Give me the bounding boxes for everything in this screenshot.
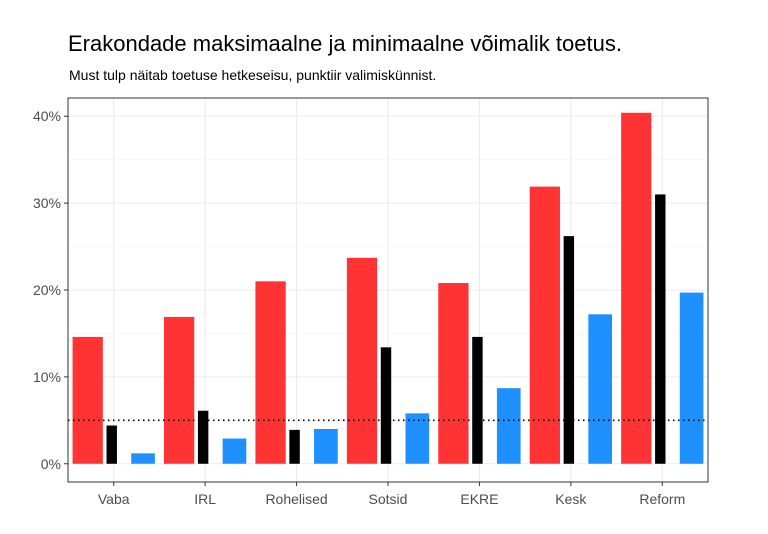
bar-min-reform bbox=[679, 292, 704, 464]
bar-current-ekre bbox=[472, 336, 483, 464]
y-tick-label: 0% bbox=[41, 456, 61, 472]
x-tick-label-irl: IRL bbox=[194, 491, 216, 507]
x-tick-label-sotsid: Sotsid bbox=[369, 491, 408, 507]
bar-max-ekre bbox=[438, 283, 469, 464]
x-tick-label-rohelised: Rohelised bbox=[265, 491, 327, 507]
x-tick-label-reform: Reform bbox=[639, 491, 685, 507]
y-tick-label: 10% bbox=[33, 369, 61, 385]
bar-max-irl bbox=[164, 316, 195, 464]
bar-min-rohelised bbox=[314, 429, 338, 464]
bars bbox=[72, 112, 704, 464]
bar-max-kesk bbox=[529, 186, 560, 464]
y-tick-label: 40% bbox=[33, 108, 61, 124]
chart-subtitle: Must tulp näitab toetuse hetkeseisu, pun… bbox=[69, 67, 437, 83]
y-tick-label: 20% bbox=[33, 282, 61, 298]
bar-current-sotsid bbox=[380, 347, 392, 464]
chart-title: Erakondade maksimaalne ja minimaalne või… bbox=[68, 31, 622, 56]
bar-min-vaba bbox=[131, 453, 155, 464]
bar-current-rohelised bbox=[289, 429, 300, 464]
bar-max-sotsid bbox=[346, 257, 378, 464]
x-tick-label-vaba: Vaba bbox=[98, 491, 130, 507]
bar-current-irl bbox=[197, 410, 209, 464]
bar-min-kesk bbox=[588, 314, 612, 464]
x-tick-label-kesk: Kesk bbox=[555, 491, 587, 507]
bar-current-kesk bbox=[563, 236, 575, 464]
bar-max-reform bbox=[621, 112, 652, 464]
x-tick-label-ekre: EKRE bbox=[460, 491, 498, 507]
bar-min-sotsid bbox=[405, 413, 430, 464]
bar-max-rohelised bbox=[255, 281, 286, 464]
bar-current-reform bbox=[655, 194, 666, 464]
bar-current-vaba bbox=[106, 425, 117, 464]
y-tick-label: 30% bbox=[33, 195, 61, 211]
axes: 0% 10% 20% 30% 40% Vaba IRL Rohelised Sotsid EKRE… bbox=[33, 108, 685, 507]
bar-max-vaba bbox=[72, 336, 103, 464]
bar-min-ekre bbox=[496, 388, 521, 464]
bar-min-irl bbox=[222, 438, 247, 464]
